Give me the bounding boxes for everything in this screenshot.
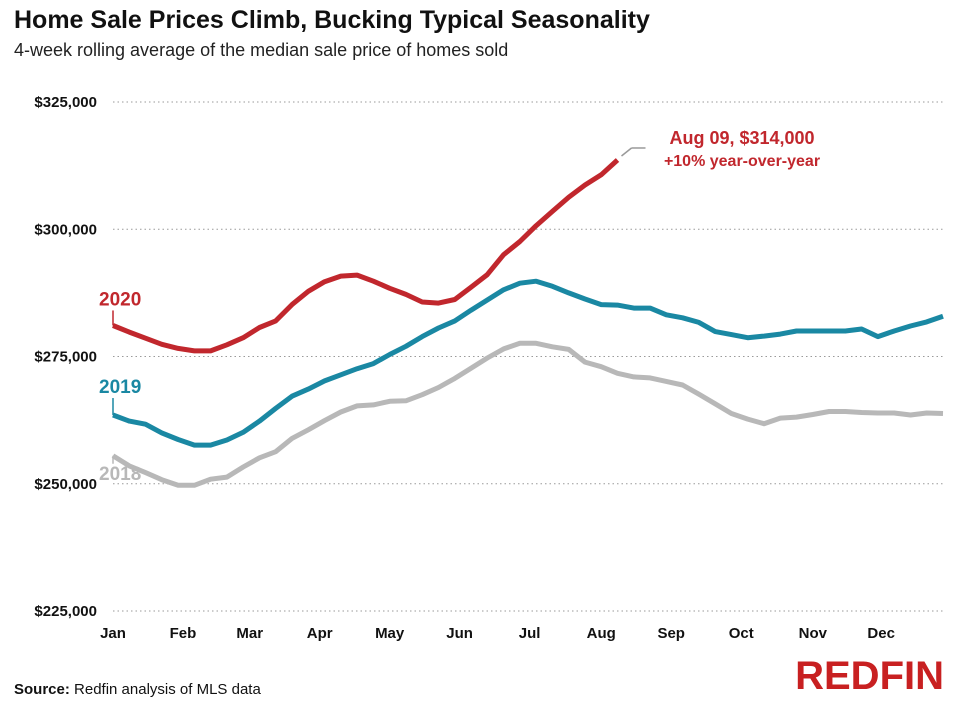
source-label: Source: bbox=[14, 681, 70, 698]
x-tick-label: Jun bbox=[446, 625, 473, 642]
annotation-text: Aug 09, $314,000 bbox=[669, 128, 814, 148]
x-tick-label: Apr bbox=[307, 625, 333, 642]
y-tick-label: $225,000 bbox=[34, 603, 97, 620]
y-axis-ticks: $225,000 $250,000 $275,000 $300,000 $325,000 bbox=[34, 94, 97, 620]
annotation-subtext: +10% year-over-year bbox=[664, 153, 820, 170]
series-lines bbox=[111, 158, 944, 488]
series-line-2018 bbox=[111, 340, 944, 488]
y-tick-label: $300,000 bbox=[34, 221, 97, 238]
grid-lines bbox=[113, 101, 943, 612]
series-line-2020 bbox=[112, 158, 620, 354]
series-labels: 2018 2019 2020 bbox=[99, 289, 141, 484]
x-tick-label: Sep bbox=[657, 625, 685, 642]
chart-subtitle: 4-week rolling average of the median sal… bbox=[14, 40, 509, 60]
x-tick-label: May bbox=[375, 625, 405, 642]
x-tick-label: Nov bbox=[799, 625, 828, 642]
x-axis-ticks: Jan Feb Mar Apr May Jun Jul Aug Sep Oct Nov Dec bbox=[100, 625, 895, 642]
x-tick-label: Feb bbox=[170, 625, 197, 642]
annotation-leader bbox=[621, 147, 632, 157]
x-tick-label: Aug bbox=[587, 625, 616, 642]
y-tick-label: $275,000 bbox=[34, 349, 97, 366]
x-tick-label: Jan bbox=[100, 625, 126, 642]
y-tick-label: $250,000 bbox=[34, 476, 97, 493]
x-tick-label: Jul bbox=[519, 625, 541, 642]
series-label-2019: 2019 bbox=[99, 377, 141, 398]
series-label-2018: 2018 bbox=[99, 464, 141, 485]
x-tick-label: Oct bbox=[729, 625, 754, 642]
chart-title: Home Sale Prices Climb, Bucking Typical … bbox=[14, 6, 650, 34]
x-tick-label: Mar bbox=[236, 625, 263, 642]
source-note: Source: Redfin analysis of MLS data bbox=[14, 681, 261, 698]
source-text: Redfin analysis of MLS data bbox=[74, 681, 261, 698]
redfin-logo: REDFIN bbox=[795, 654, 944, 698]
x-tick-label: Dec bbox=[867, 625, 895, 642]
y-tick-label: $325,000 bbox=[34, 94, 97, 111]
annotation: Aug 09, $314,000 +10% year-over-year bbox=[621, 128, 820, 170]
series-line-2019 bbox=[112, 278, 944, 448]
series-label-2020: 2020 bbox=[99, 289, 141, 310]
